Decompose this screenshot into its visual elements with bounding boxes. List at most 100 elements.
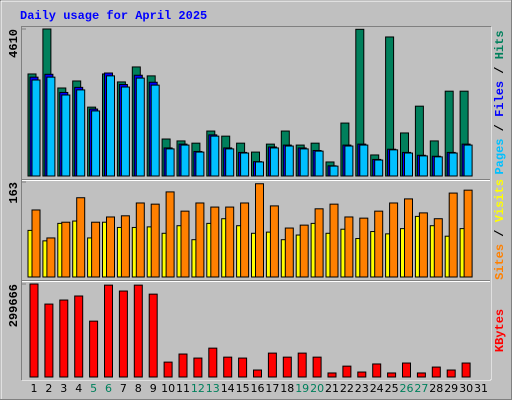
bar [150,84,160,177]
x-tick-label: 29 [444,382,458,395]
bar [223,356,233,378]
bar [327,372,337,378]
bar [180,144,190,177]
bar [284,227,294,278]
x-tick-label: 24 [370,382,384,395]
legend: Sites / Visits [493,179,507,280]
x-tick-label: 25 [385,382,399,395]
bar [120,215,130,278]
bar [46,76,56,177]
legend: KBytes [493,309,507,352]
x-tick-label: 18 [280,382,294,395]
bar [299,148,309,177]
bar [238,357,248,378]
bar [282,356,292,378]
bar [389,149,399,177]
bar [148,293,158,378]
x-tick-label: 7 [120,382,127,395]
bar [374,210,384,278]
legend-separator: / [493,59,507,81]
bar [91,221,101,278]
bar [416,372,426,378]
x-tick-label: 11 [176,382,190,395]
bar [374,159,384,177]
bar [178,353,188,378]
bar [91,110,101,177]
bar [31,79,41,177]
bar [314,208,324,278]
bar [210,135,220,177]
bar [44,303,54,378]
bar [76,89,86,177]
bar [253,369,262,378]
bar [106,216,115,278]
x-tick-label: 21 [325,382,339,395]
legend-entry: Pages [493,139,507,175]
bar [118,290,128,378]
bar [180,210,190,278]
x-tick-label: 19 [295,382,309,395]
bar [418,212,428,278]
bar [448,152,458,177]
bar [312,356,322,378]
bar [267,352,277,378]
bar [76,197,86,278]
bar [329,165,339,177]
x-tick-label: 1 [31,382,38,395]
bar [135,77,145,177]
bar [344,145,354,177]
bar [269,147,279,177]
x-tick-label: 5 [90,382,97,395]
bar [359,144,369,177]
bar [357,371,367,378]
x-tick-label: 10 [161,382,175,395]
bar [387,372,397,378]
x-tick-label: 12 [191,382,205,395]
legend-separator: / [493,117,507,139]
bar [255,161,264,177]
x-tick-label: 17 [265,382,279,395]
legend-separator: / [493,222,507,244]
x-tick-label: 9 [150,382,157,395]
bar [240,152,250,177]
x-tick-label: 13 [206,382,220,395]
bar [165,191,175,278]
bar [104,284,113,378]
bar [402,362,411,378]
x-tick-label: 27 [414,382,428,395]
bar [225,206,235,278]
bar [210,206,220,278]
bar [448,192,458,278]
bar [314,150,324,177]
bar [297,352,307,378]
bar [163,361,173,378]
bar [404,152,413,177]
x-tick-label: 16 [251,382,265,395]
x-tick-label: 6 [105,382,112,395]
x-tick-label: 3 [60,382,67,395]
bar [389,202,399,278]
legend: Pages / Files / Hits [493,30,507,174]
x-tick-label: 30 [459,382,473,395]
bar [463,144,473,177]
x-tick-label: 28 [429,382,443,395]
bar [269,205,279,278]
x-tick-label: 14 [221,382,235,395]
bar [31,209,41,278]
legend-entry: KBytes [493,309,507,352]
x-tick-label: 15 [236,382,250,395]
bar [193,357,203,378]
chart-title: Daily usage for April 2025 [20,9,207,23]
bar [418,155,428,177]
bar [195,202,205,278]
bar [225,148,235,177]
x-tick-label: 23 [355,382,369,395]
y-tick-label: 4610 [7,29,21,58]
bar [59,299,69,378]
bar [359,217,369,278]
bar [150,203,160,278]
legend-entry: Hits [493,30,507,59]
legend-entry: Files [493,81,507,117]
bar [446,369,456,378]
